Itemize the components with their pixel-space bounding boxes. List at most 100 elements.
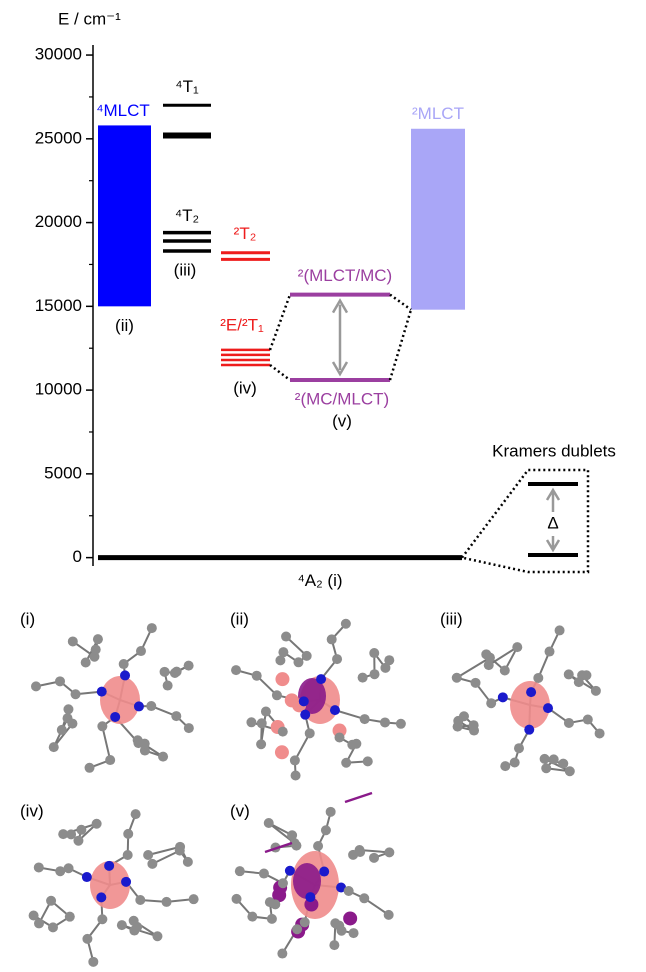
nitrogen xyxy=(82,872,92,882)
carbon xyxy=(384,847,394,857)
carbon xyxy=(558,759,568,769)
carbon xyxy=(231,665,241,675)
carbon xyxy=(48,922,58,932)
carbon xyxy=(97,721,107,731)
carbon xyxy=(510,758,520,768)
carbon xyxy=(267,914,277,924)
carbon xyxy=(574,677,584,687)
carbon xyxy=(147,859,157,869)
carbon xyxy=(123,829,133,839)
nitrogen xyxy=(134,701,144,711)
carbon xyxy=(147,623,157,633)
carbon xyxy=(533,673,543,683)
carbon xyxy=(123,850,133,860)
carbon xyxy=(360,714,370,724)
molecule xyxy=(232,807,395,959)
carbon xyxy=(261,707,271,717)
carbon xyxy=(500,666,510,676)
carbon xyxy=(300,917,310,927)
carbon xyxy=(131,809,141,819)
carbon xyxy=(341,619,351,629)
carbon xyxy=(278,878,288,888)
carbon xyxy=(252,671,262,681)
spin-density xyxy=(275,672,289,686)
carbon xyxy=(363,756,373,766)
carbon xyxy=(486,698,496,708)
carbon xyxy=(384,655,394,665)
carbon xyxy=(334,732,344,742)
carbon xyxy=(247,912,257,922)
level-label: ²(MC/MLCT) xyxy=(295,390,389,409)
level-tag: (iii) xyxy=(174,261,197,280)
carbon xyxy=(370,669,380,679)
carbon xyxy=(293,657,303,667)
nitrogen xyxy=(319,867,329,877)
carbon xyxy=(292,924,302,934)
carbon xyxy=(332,654,342,664)
carbon xyxy=(302,651,312,661)
carbon xyxy=(92,819,102,829)
nitrogen xyxy=(305,892,315,902)
carbon xyxy=(452,673,462,683)
carbon xyxy=(369,648,379,658)
nitrogen xyxy=(498,692,508,702)
carbon xyxy=(264,818,274,828)
y-tick-label: 25000 xyxy=(35,128,82,147)
block-label: ²MLCT xyxy=(412,104,464,123)
carbon xyxy=(170,668,180,678)
carbon xyxy=(549,754,559,764)
carbon xyxy=(160,667,170,677)
carbon xyxy=(31,681,41,691)
spin-density xyxy=(343,911,357,925)
level-label: ⁴A₂ (i) xyxy=(297,571,342,590)
energy-block xyxy=(411,129,465,310)
carbon xyxy=(133,738,143,748)
molecule xyxy=(31,623,194,773)
carbon xyxy=(235,866,245,876)
carbon xyxy=(541,763,551,773)
carbon xyxy=(175,846,185,856)
nitrogen xyxy=(121,877,131,887)
carbon xyxy=(88,957,98,967)
carbon xyxy=(163,681,173,691)
carbon xyxy=(135,895,145,905)
carbon xyxy=(91,645,101,655)
carbon xyxy=(65,912,75,922)
carbon xyxy=(290,755,300,765)
carbon xyxy=(143,850,153,860)
carbon xyxy=(329,940,339,950)
carbon xyxy=(256,739,266,749)
carbon xyxy=(344,886,354,896)
carbon xyxy=(97,914,107,924)
carbon xyxy=(93,634,103,644)
block-tag: (ii) xyxy=(115,316,134,335)
level-tag: (v) xyxy=(332,412,352,431)
structure-label: (v) xyxy=(230,801,250,820)
spin-density xyxy=(285,693,299,707)
carbon xyxy=(341,758,351,768)
carbon xyxy=(68,636,78,646)
y-tick-label: 15000 xyxy=(35,296,82,315)
carbon xyxy=(272,690,282,700)
level-tag: (iv) xyxy=(233,378,257,397)
carbon xyxy=(58,829,68,839)
nitrogen xyxy=(299,696,309,706)
nitrogen xyxy=(526,687,536,697)
carbon xyxy=(564,718,574,728)
structure-label: (iv) xyxy=(20,801,44,820)
nitrogen xyxy=(330,705,340,715)
level-label: ²E/²T₁ xyxy=(220,315,264,334)
carbon xyxy=(591,686,601,696)
energy-block xyxy=(98,125,151,306)
y-tick-label: 0 xyxy=(73,547,82,566)
carbon xyxy=(349,928,359,938)
carbon xyxy=(305,728,315,738)
y-tick-label: 10000 xyxy=(35,380,82,399)
carbon xyxy=(136,646,146,656)
molecule xyxy=(452,625,605,776)
level-label: ²(MLCT/MC) xyxy=(298,266,392,285)
carbon xyxy=(57,725,67,735)
carbon xyxy=(514,743,524,753)
carbon xyxy=(34,862,44,872)
spin-density xyxy=(275,745,289,759)
